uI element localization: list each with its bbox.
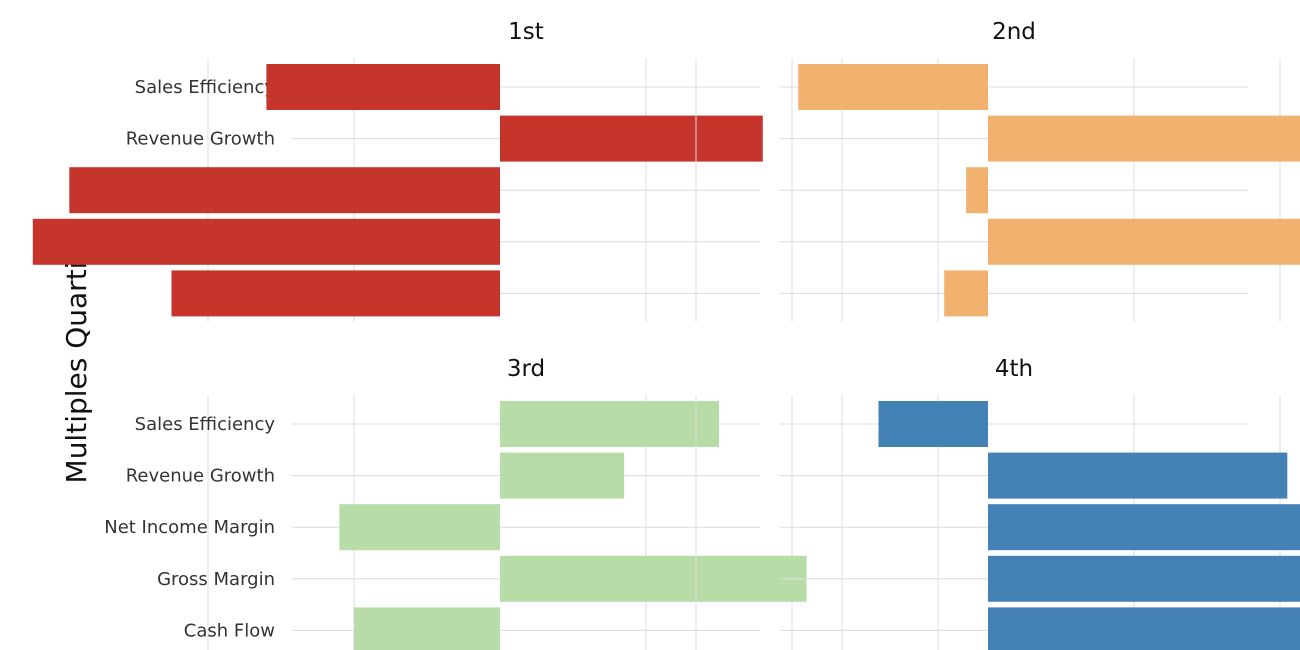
bar [988, 218, 1300, 265]
bar [339, 504, 500, 551]
category-label: Revenue Growth [126, 466, 275, 487]
bar [988, 607, 1300, 650]
bar [500, 452, 625, 499]
bar [171, 270, 500, 317]
panel-title: 1st [508, 19, 544, 45]
bar [354, 607, 500, 650]
category-label: Gross Margin [157, 569, 275, 590]
y-axis-title: Multiples Quartile [60, 237, 93, 484]
category-label: Sales Efficiency [135, 414, 276, 435]
bar [988, 452, 1288, 499]
bar [966, 167, 988, 214]
bar [988, 504, 1300, 551]
bar [944, 270, 988, 317]
bar [500, 555, 807, 602]
panel-title: 2nd [992, 19, 1036, 45]
panel-title: 4th [995, 356, 1033, 382]
bar [988, 115, 1300, 162]
panel-title: 3rd [507, 356, 545, 382]
bar [266, 64, 500, 110]
bar [988, 555, 1300, 602]
category-label: Net Income Margin [104, 517, 275, 538]
category-label: Revenue Growth [126, 129, 275, 150]
bar [69, 167, 501, 214]
bar [798, 64, 988, 110]
category-label: Sales Efficiency [135, 77, 276, 98]
bar [32, 218, 501, 265]
bar [500, 115, 763, 162]
category-label: Cash Flow [184, 620, 275, 641]
bar [878, 401, 988, 447]
bar [500, 401, 719, 447]
